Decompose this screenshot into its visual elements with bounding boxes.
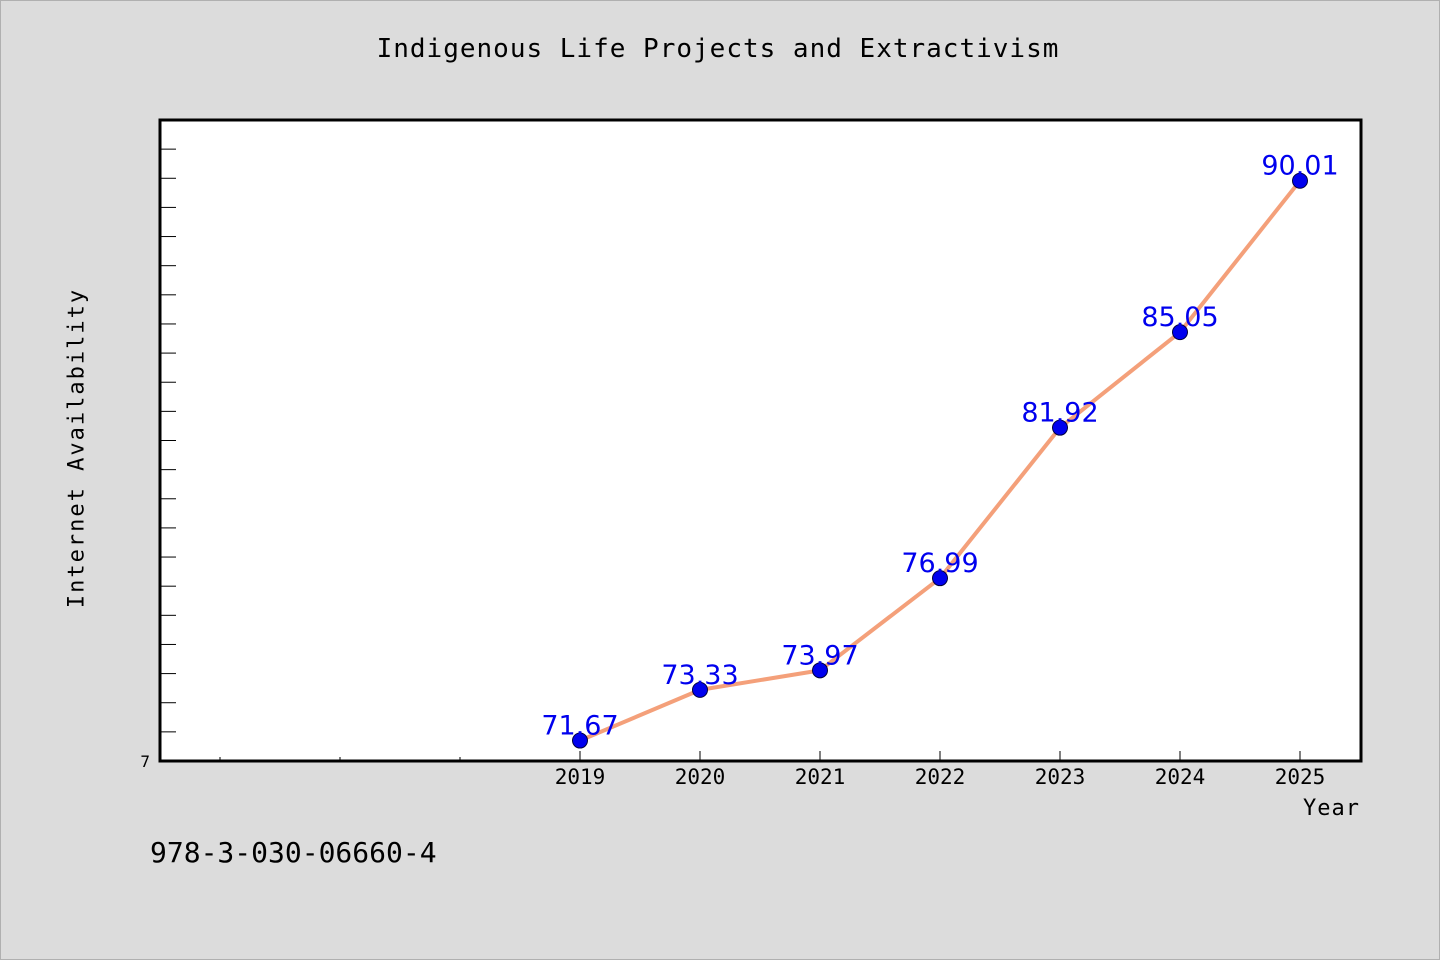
isbn-footnote: 978-3-030-06660-4 [150, 836, 437, 869]
data-label: 76.99 [901, 548, 978, 579]
x-tick-label: 2025 [1275, 765, 1326, 789]
data-point [812, 662, 828, 679]
x-tick-label: 2023 [1035, 765, 1086, 789]
data-point [1292, 172, 1308, 189]
series-layer [572, 172, 1308, 749]
x-tick-label: 2020 [675, 765, 726, 789]
x-tick-label: 2019 [555, 765, 606, 789]
y-tick-label: 7 [140, 752, 150, 771]
data-label: 90.01 [1261, 151, 1338, 182]
data-point [1172, 324, 1188, 341]
data-label: 85.05 [1141, 302, 1218, 333]
x-tick-label: 2021 [795, 765, 846, 789]
y-axis-ticks [160, 148, 176, 733]
data-label: 73.33 [661, 660, 738, 691]
data-point [572, 732, 588, 749]
data-labels: 71.67 73.33 73.97 76.99 81.92 85.05 90.01 [541, 151, 1338, 742]
data-label: 81.92 [1021, 398, 1098, 429]
data-label: 73.97 [781, 640, 858, 671]
x-axis-ticks: 2019 2020 2021 2022 2023 2024 2025 [219, 751, 1326, 789]
data-point [692, 681, 708, 698]
x-axis-label: Year [1303, 796, 1360, 821]
plot-area [158, 118, 1363, 763]
data-point [1052, 419, 1068, 436]
data-point [932, 570, 948, 587]
data-label: 71.67 [541, 711, 618, 742]
x-tick-label: 2022 [915, 765, 966, 789]
chart-title: Indigenous Life Projects and Extractivis… [376, 34, 1060, 64]
x-tick-label: 2024 [1155, 765, 1206, 789]
